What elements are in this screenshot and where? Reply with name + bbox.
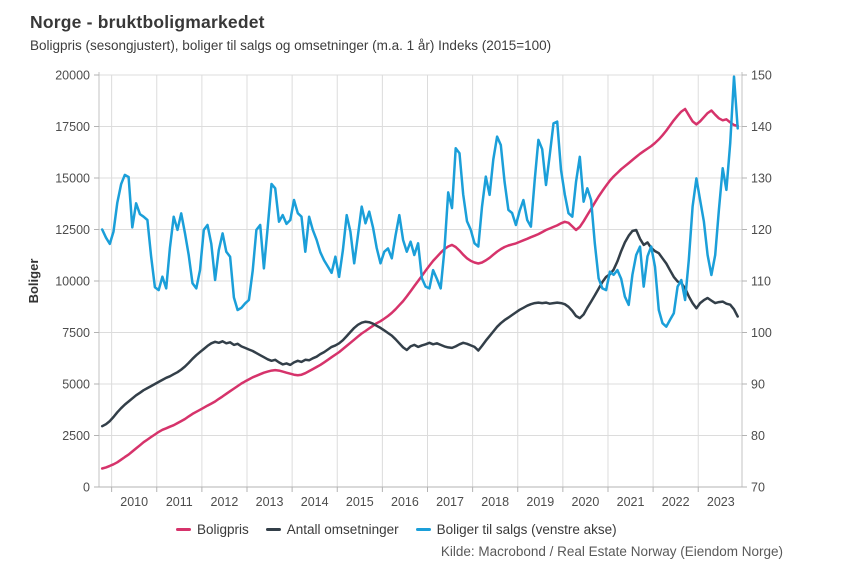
x-tick-label: 2013: [256, 495, 284, 509]
x-tick-label: 2018: [481, 495, 509, 509]
legend-label: Boliger til salgs (venstre akse): [436, 522, 617, 537]
x-tick-label: 2022: [662, 495, 690, 509]
x-tick-label: 2015: [346, 495, 374, 509]
left-tick-label: 2500: [62, 429, 90, 443]
legend-swatch: [415, 527, 431, 532]
x-tick-label: 2021: [617, 495, 645, 509]
legend-item-antall-omsetninger: Antall omsetninger: [265, 522, 399, 537]
right-tick-label: 120: [751, 223, 772, 237]
left-tick-label: 7500: [62, 326, 90, 340]
right-tick-label: 130: [751, 172, 772, 186]
right-tick-label: 110: [751, 275, 771, 289]
legend-swatch: [265, 527, 281, 532]
left-axis-title: Boliger: [26, 259, 41, 304]
right-tick-label: 70: [751, 481, 765, 495]
chart-legend: Boligpris Antall omsetninger Boliger til s…: [176, 522, 617, 537]
x-tick-label: 2016: [391, 495, 419, 509]
right-tick-label: 90: [751, 378, 765, 392]
legend-label: Antall omsetninger: [286, 522, 399, 537]
left-tick-label: 5000: [62, 378, 90, 392]
legend-item-boliger-til-salgs-venstre-akse: Boliger til salgs (venstre akse): [415, 522, 617, 537]
x-tick-label: 2010: [120, 495, 148, 509]
x-tick-label: 2012: [211, 495, 239, 509]
left-tick-label: 10000: [55, 275, 90, 289]
x-tick-label: 2023: [707, 495, 735, 509]
x-tick-label: 2020: [572, 495, 600, 509]
series-line-antall-omsetninger: [100, 228, 739, 428]
x-tick-label: 2017: [436, 495, 464, 509]
left-tick-label: 15000: [55, 172, 90, 186]
left-tick-label: 17500: [55, 120, 90, 134]
source-credit: Kilde: Macrobond / Real Estate Norway (E…: [440, 544, 783, 559]
right-tick-label: 150: [751, 69, 772, 83]
series-line-boligpris: [100, 107, 739, 470]
x-tick-label: 2019: [526, 495, 554, 509]
left-tick-label: 0: [83, 481, 90, 495]
x-tick-label: 2011: [166, 495, 193, 509]
series-line-boliger-til-salgs-venstre-akse: [100, 75, 739, 328]
right-tick-label: 100: [751, 326, 772, 340]
chart-title: Norge - bruktboligmarkedet: [30, 12, 265, 32]
legend-item-boligpris: Boligpris: [176, 522, 249, 537]
left-tick-label: 12500: [55, 223, 90, 237]
x-tick-label: 2014: [301, 495, 329, 509]
right-tick-label: 80: [751, 429, 765, 443]
chart-subtitle: Boligpris (sesongjustert), boliger til s…: [30, 38, 552, 53]
right-tick-label: 140: [751, 120, 772, 134]
left-tick-label: 20000: [55, 69, 90, 83]
legend-swatch: [176, 527, 191, 532]
legend-label: Boligpris: [197, 522, 249, 537]
